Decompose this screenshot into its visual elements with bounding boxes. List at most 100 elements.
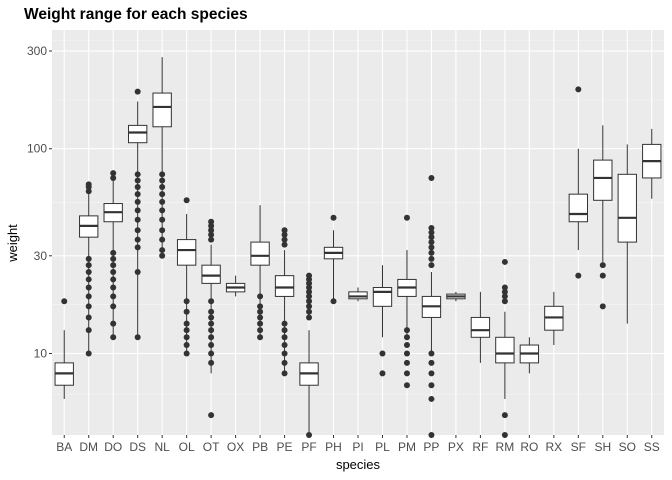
iqr-box bbox=[593, 159, 613, 201]
outlier-point bbox=[85, 276, 92, 283]
outlier-point bbox=[257, 293, 264, 300]
outlier-point bbox=[134, 244, 141, 251]
outlier-point bbox=[575, 86, 582, 93]
outlier-point bbox=[85, 269, 92, 276]
outlier-point bbox=[110, 269, 117, 276]
outlier-point bbox=[403, 370, 410, 377]
outlier-point bbox=[501, 298, 508, 305]
outlier-point bbox=[501, 288, 508, 295]
outlier-point bbox=[110, 249, 117, 256]
outlier-point bbox=[379, 350, 386, 357]
outlier-point bbox=[85, 314, 92, 321]
outlier-point bbox=[306, 298, 313, 305]
box-do bbox=[103, 170, 123, 341]
outlier-point bbox=[159, 184, 166, 191]
outlier-point bbox=[281, 227, 288, 234]
outlier-point bbox=[257, 334, 264, 341]
x-tick-label: NL bbox=[154, 440, 170, 454]
x-tick-label: PI bbox=[352, 440, 363, 454]
iqr-box bbox=[495, 336, 515, 364]
iqr-box bbox=[128, 124, 148, 144]
outlier-point bbox=[208, 227, 215, 234]
box-pi bbox=[348, 287, 368, 302]
outlier-point bbox=[208, 412, 215, 419]
outlier-point bbox=[208, 359, 215, 366]
outlier-point bbox=[159, 177, 166, 184]
outlier-point bbox=[134, 184, 141, 191]
outlier-point bbox=[281, 241, 288, 248]
x-tick-label: OT bbox=[203, 440, 220, 454]
x-tick-label: DM bbox=[79, 440, 98, 454]
box-ot bbox=[201, 218, 221, 419]
iqr-box bbox=[274, 275, 295, 297]
outlier-point bbox=[208, 308, 215, 315]
outlier-point bbox=[85, 293, 92, 300]
x-tick-label: PL bbox=[375, 440, 390, 454]
outlier-point bbox=[428, 174, 435, 181]
outlier-point bbox=[428, 239, 435, 246]
outlier-point bbox=[208, 314, 215, 321]
outlier-point bbox=[501, 284, 508, 291]
outlier-point bbox=[599, 303, 606, 310]
outlier-point bbox=[330, 214, 337, 221]
box-ba bbox=[54, 298, 74, 399]
x-tick-label: PB bbox=[252, 440, 268, 454]
box-sh bbox=[593, 125, 613, 310]
outlier-point bbox=[85, 327, 92, 334]
box-so bbox=[617, 144, 637, 324]
x-tick-label: SF bbox=[571, 440, 586, 454]
outlier-point bbox=[134, 171, 141, 178]
outlier-point bbox=[281, 334, 288, 341]
outlier-point bbox=[330, 298, 337, 305]
box-sf bbox=[568, 86, 589, 279]
iqr-box bbox=[152, 92, 172, 128]
outlier-point bbox=[501, 293, 508, 300]
outlier-point bbox=[428, 262, 435, 269]
outlier-point bbox=[428, 225, 435, 232]
x-tick-label: DO bbox=[104, 440, 122, 454]
x-axis-title: species bbox=[336, 457, 381, 472]
outlier-point bbox=[159, 252, 166, 259]
box-ro bbox=[519, 337, 540, 374]
outlier-point bbox=[110, 170, 117, 177]
outlier-point bbox=[428, 229, 435, 236]
outlier-point bbox=[85, 262, 92, 269]
outlier-point bbox=[134, 207, 141, 214]
outlier-point bbox=[134, 227, 141, 234]
outlier-point bbox=[428, 382, 435, 389]
y-axis: 10 30 100 300 bbox=[27, 44, 52, 361]
outlier-point bbox=[208, 222, 215, 229]
outlier-point bbox=[110, 276, 117, 283]
boxes-layer bbox=[54, 57, 662, 438]
outlier-point bbox=[306, 272, 313, 279]
box-pl bbox=[372, 265, 393, 377]
iqr-box bbox=[250, 241, 270, 266]
outlier-point bbox=[159, 216, 166, 223]
outlier-point bbox=[85, 303, 92, 310]
box-px bbox=[446, 291, 466, 302]
x-tick-label: PF bbox=[301, 440, 316, 454]
x-tick-label: PE bbox=[277, 440, 293, 454]
outlier-point bbox=[403, 334, 410, 341]
outlier-point bbox=[428, 234, 435, 241]
outlier-point bbox=[85, 181, 92, 188]
x-tick-label: PX bbox=[448, 440, 464, 454]
outlier-point bbox=[403, 350, 410, 357]
outlier-point bbox=[183, 350, 190, 357]
box-rf bbox=[470, 291, 491, 363]
box-pp bbox=[421, 174, 442, 438]
box-pb bbox=[250, 205, 270, 341]
outlier-point bbox=[257, 314, 264, 321]
outlier-point bbox=[428, 395, 435, 402]
outlier-point bbox=[85, 284, 92, 291]
outlier-point bbox=[183, 342, 190, 349]
outlier-point bbox=[208, 320, 215, 327]
outlier-point bbox=[281, 327, 288, 334]
outlier-point bbox=[110, 293, 117, 300]
box-ph bbox=[323, 214, 344, 305]
iqr-box bbox=[176, 239, 197, 266]
outlier-point bbox=[61, 298, 68, 305]
box-nl bbox=[152, 57, 172, 259]
outlier-point bbox=[403, 327, 410, 334]
